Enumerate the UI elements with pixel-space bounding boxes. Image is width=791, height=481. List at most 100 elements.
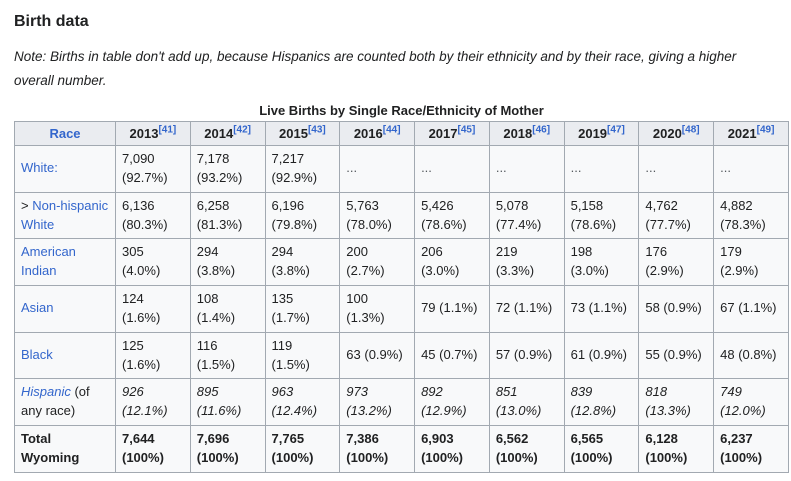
year-label: 2015 bbox=[279, 126, 308, 141]
reference-link-2014[interactable]: [42] bbox=[233, 124, 251, 136]
header-row: Race 2013[41] 2014[42] 2015[43] 2016[44] 2017… bbox=[14, 121, 789, 146]
cell-hispanic-2013: 926 (12.1%) bbox=[115, 378, 191, 427]
cell-total-wyoming-2020: 6,128 (100%) bbox=[638, 425, 715, 473]
race-link-non-hispanic-white[interactable]: Non-hispanic White bbox=[21, 197, 109, 232]
cell-american-indian-2018: 219 (3.3%) bbox=[488, 238, 565, 287]
cell-asian-2020: 58 (0.9%) bbox=[638, 285, 715, 333]
race-header-link[interactable]: Race bbox=[49, 126, 81, 141]
cell-asian-2016: 100 (1.3%) bbox=[339, 285, 416, 333]
race-prefix: > bbox=[21, 197, 33, 213]
reference-superscript: [46] bbox=[532, 125, 550, 136]
cell-black-2020: 55 (0.9%) bbox=[638, 331, 715, 380]
cell-asian-2015: 135 (1.7%) bbox=[264, 285, 341, 333]
race-cell-hispanic: Hispanic (of any race) bbox=[14, 378, 116, 427]
year-header-2019: 2019[47] bbox=[563, 121, 640, 146]
cell-hispanic-2015: 963 (12.4%) bbox=[264, 378, 341, 427]
cell-american-indian-2015: 294 (3.8%) bbox=[264, 238, 341, 287]
cell-white-2017: ... bbox=[414, 145, 490, 193]
cell-black-2015: 119 (1.5%) bbox=[264, 331, 341, 380]
cell-asian-2017: 79 (1.1%) bbox=[414, 285, 490, 333]
cell-non-hispanic-white-2013: 6,136 (80.3%) bbox=[115, 191, 191, 240]
cell-total-wyoming-2021: 6,237 (100%) bbox=[713, 425, 789, 473]
reference-superscript: [43] bbox=[308, 125, 326, 136]
cell-non-hispanic-white-2020: 4,762 (77.7%) bbox=[638, 191, 715, 240]
cell-hispanic-2021: 749 (12.0%) bbox=[713, 378, 789, 427]
year-label: 2021 bbox=[727, 126, 757, 141]
race-cell-black: Black bbox=[14, 331, 116, 380]
cell-white-2016: ... bbox=[339, 145, 416, 193]
year-header-2016: 2016[44] bbox=[339, 121, 416, 146]
cell-black-2017: 45 (0.7%) bbox=[414, 331, 490, 380]
year-header-2015: 2015[43] bbox=[264, 121, 341, 146]
cell-hispanic-2019: 839 (12.8%) bbox=[563, 378, 640, 427]
cell-asian-2014: 108 (1.4%) bbox=[189, 285, 266, 333]
cell-american-indian-2014: 294 (3.8%) bbox=[189, 238, 266, 287]
births-table: Race 2013[41] 2014[42] 2015[43] 2016[44] 2017… bbox=[14, 121, 789, 473]
cell-non-hispanic-white-2016: 5,763 (78.0%) bbox=[339, 191, 416, 240]
cell-non-hispanic-white-2017: 5,426 (78.6%) bbox=[414, 191, 490, 240]
year-header-2014: 2014[42] bbox=[189, 121, 266, 146]
reference-link-2016[interactable]: [44] bbox=[382, 124, 401, 136]
reference-superscript: [44] bbox=[383, 125, 401, 136]
race-suffix: (of any race) bbox=[21, 384, 90, 419]
cell-asian-2013: 124 (1.6%) bbox=[115, 285, 191, 333]
cell-white-2015: 7,217 (92.9%) bbox=[264, 145, 341, 193]
table-row-black: Black 125 (1.6%) 116 (1.5%) 119 (1.5%) 63 (0… bbox=[14, 331, 789, 380]
race-link-american-indian[interactable]: American Indian bbox=[21, 244, 76, 279]
cell-black-2016: 63 (0.9%) bbox=[339, 331, 416, 380]
cell-white-2019: ... bbox=[563, 145, 640, 193]
year-label: 2018 bbox=[503, 126, 533, 141]
table-row-asian: Asian 124 (1.6%) 108 (1.4%) 135 (1.7%) 100 (… bbox=[14, 285, 789, 333]
cell-white-2014: 7,178 (93.2%) bbox=[189, 145, 266, 193]
reference-superscript: [47] bbox=[607, 125, 625, 136]
cell-american-indian-2013: 305 (4.0%) bbox=[115, 238, 191, 287]
cell-non-hispanic-white-2018: 5,078 (77.4%) bbox=[488, 191, 565, 240]
race-link-hispanic[interactable]: Hispanic bbox=[21, 384, 71, 400]
cell-hispanic-2020: 818 (13.3%) bbox=[638, 378, 715, 427]
cell-asian-2018: 72 (1.1%) bbox=[488, 285, 565, 333]
note-text: Note: Births in table don't add up, beca… bbox=[14, 49, 737, 88]
table-row-total-wyoming: Total Wyoming 7,644 (100%) 7,696 (100%) 7,7… bbox=[14, 425, 789, 473]
year-label: 2014 bbox=[204, 126, 234, 141]
reference-link-2020[interactable]: [48] bbox=[681, 124, 700, 136]
cell-american-indian-2017: 206 (3.0%) bbox=[414, 238, 490, 287]
reference-link-2017[interactable]: [45] bbox=[457, 124, 476, 136]
cell-non-hispanic-white-2019: 5,158 (78.6%) bbox=[563, 191, 640, 240]
reference-superscript: [49] bbox=[757, 125, 775, 136]
reference-superscript: [45] bbox=[458, 125, 476, 136]
cell-total-wyoming-2016: 7,386 (100%) bbox=[339, 425, 416, 473]
race-link-white[interactable]: White: bbox=[21, 160, 58, 176]
race-link-black[interactable]: Black bbox=[21, 347, 53, 363]
race-cell-white: White: bbox=[14, 145, 116, 193]
reference-link-2019[interactable]: [47] bbox=[607, 124, 625, 136]
section-title: Birth data bbox=[14, 13, 89, 30]
cell-total-wyoming-2019: 6,565 (100%) bbox=[563, 425, 640, 473]
cell-non-hispanic-white-2014: 6,258 (81.3%) bbox=[189, 191, 266, 240]
cell-hispanic-2017: 892 (12.9%) bbox=[414, 378, 490, 427]
race-column-header: Race bbox=[14, 121, 116, 146]
cell-american-indian-2021: 179 (2.9%) bbox=[713, 238, 789, 287]
cell-black-2021: 48 (0.8%) bbox=[713, 331, 789, 380]
race-link-asian[interactable]: Asian bbox=[21, 300, 54, 316]
reference-link-2013[interactable]: [41] bbox=[158, 124, 177, 136]
cell-white-2020: ... bbox=[638, 145, 715, 193]
race-cell-total-wyoming: Total Wyoming bbox=[14, 425, 116, 473]
year-label: 2017 bbox=[428, 126, 458, 141]
reference-superscript: [42] bbox=[233, 125, 251, 136]
race-cell-asian: Asian bbox=[14, 285, 116, 333]
reference-link-2015[interactable]: [43] bbox=[307, 124, 326, 136]
year-header-2017: 2017[45] bbox=[414, 121, 490, 146]
year-header-2018: 2018[46] bbox=[488, 121, 565, 146]
cell-american-indian-2020: 176 (2.9%) bbox=[638, 238, 715, 287]
year-label: 2019 bbox=[578, 126, 608, 141]
cell-white-2013: 7,090 (92.7%) bbox=[115, 145, 191, 193]
year-label: 2013 bbox=[129, 126, 159, 141]
table-row-white: White: 7,090 (92.7%) 7,178 (93.2%) 7,217 (9… bbox=[14, 145, 789, 193]
cell-hispanic-2018: 851 (13.0%) bbox=[488, 378, 565, 427]
cell-hispanic-2016: 973 (13.2%) bbox=[339, 378, 416, 427]
cell-total-wyoming-2017: 6,903 (100%) bbox=[414, 425, 490, 473]
reference-link-2018[interactable]: [46] bbox=[532, 124, 551, 136]
table-row-non-hispanic-white: > Non-hispanic White 6,136 (80.3%) 6,258 (… bbox=[14, 191, 789, 240]
reference-link-2021[interactable]: [49] bbox=[756, 124, 775, 136]
